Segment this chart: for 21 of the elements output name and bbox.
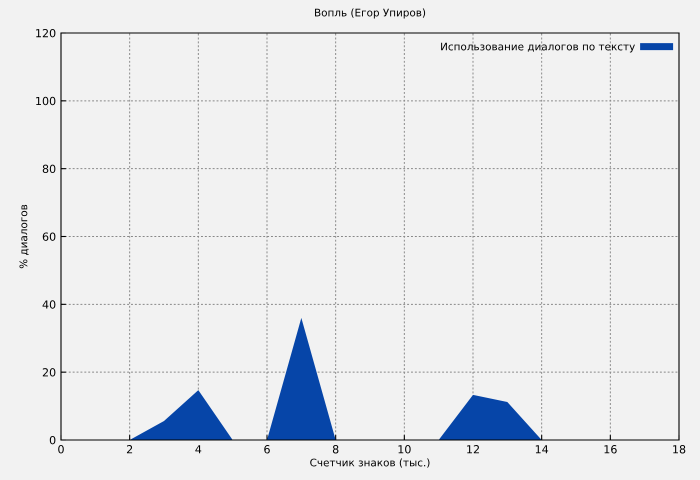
y-tick-label: 80 [42,164,56,174]
x-tick-label: 8 [332,445,338,454]
y-axis-title: % диалогов [19,204,29,268]
y-tick-label: 60 [42,232,56,241]
y-tick-label: 0 [50,436,56,444]
x-tick-label: 6 [264,445,270,454]
x-tick-label: 14 [536,445,548,454]
x-tick-label: 12 [467,445,479,454]
x-axis-title: Счетчик знаков (тыс.) [310,458,430,468]
chart-title: Вопль (Егор Упиров) [315,8,426,18]
x-tick-label: 18 [673,445,686,454]
x-tick-label: 2 [126,445,132,454]
y-tick-label: 40 [42,300,56,309]
y-tick-label: 100 [36,96,56,106]
y-tick-label: 20 [42,368,56,377]
x-tick-label: 16 [604,445,617,454]
x-tick-label: 0 [58,445,64,454]
x-tick-label: 10 [398,445,411,454]
x-tick-label: 4 [195,445,202,454]
y-tick-label: 120 [36,28,56,38]
legend-label: Использование диалогов по тексту [441,42,635,52]
